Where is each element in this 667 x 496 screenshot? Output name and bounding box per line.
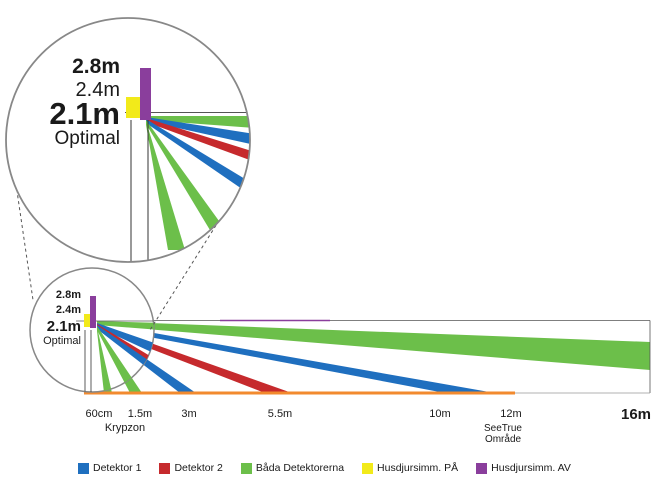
legend-item-pet-off: Husdjursimm. AV <box>476 462 571 474</box>
krypzon-label: Krypzon <box>105 422 145 434</box>
legend-swatch-detector1 <box>78 462 89 474</box>
legend: Detektor 1 Detektor 2 Båda Detektorerna … <box>78 458 658 478</box>
legend-label-pet-on: Husdjursimm. PÅ <box>377 462 459 474</box>
zoom-connector-left <box>7 129 34 301</box>
pet-on-bar-big <box>126 97 140 118</box>
height-2.4m-big: 2.4m <box>76 79 120 101</box>
height-2.4m-small: 2.4m <box>56 304 81 316</box>
legend-item-pet-on: Husdjursimm. PÅ <box>362 462 458 474</box>
height-2.1m-small: 2.1m <box>47 318 81 335</box>
detection-field <box>84 319 651 395</box>
distance-10m: 10m <box>429 408 450 420</box>
legend-swatch-pet-on <box>362 462 374 474</box>
optimal-label-big: Optimal <box>55 128 120 149</box>
legend-item-detector2: Detektor 2 <box>159 462 223 474</box>
legend-label-both: Båda Detektorerna <box>255 462 345 474</box>
height-2.1m-big: 2.1m <box>49 96 120 131</box>
legend-swatch-pet-off <box>476 462 488 474</box>
small-zoom-circle: 2.8m 2.4m 2.1m Optimal <box>29 267 155 393</box>
omrade-label: Område <box>485 433 522 445</box>
pet-on-bar-small <box>84 314 90 327</box>
pet-off-bar-big <box>140 68 151 120</box>
legend-label-detector1: Detektor 1 <box>93 462 142 474</box>
height-2.8m-small: 2.8m <box>56 289 81 301</box>
pet-off-bar-small <box>90 296 96 328</box>
distance-16m: 16m <box>621 406 651 423</box>
distance-12m: 12m <box>500 408 521 420</box>
legend-item-detector1: Detektor 1 <box>78 462 141 474</box>
distance-5.5m: 5.5m <box>268 408 292 420</box>
optimal-label-small: Optimal <box>43 335 81 347</box>
beam-detector1-10m <box>97 323 495 393</box>
distance-1.5m: 1.5m <box>128 408 152 420</box>
distance-labels: 60cm 1.5m Krypzon 3m 5.5m 10m 12m SeeTru… <box>86 406 651 445</box>
legend-swatch-detector2 <box>159 462 171 474</box>
distance-60cm: 60cm <box>86 408 113 420</box>
legend-label-pet-off: Husdjursimm. AV <box>491 462 571 474</box>
distance-3m: 3m <box>181 408 196 420</box>
legend-item-both: Båda Detektorerna <box>240 462 345 474</box>
height-2.8m-big: 2.8m <box>72 55 120 78</box>
legend-label-detector2: Detektor 2 <box>174 462 223 474</box>
seetrue-label: SeeTrue <box>484 423 522 434</box>
legend-swatch-both <box>240 462 252 474</box>
big-zoom-circle: 2.8m 2.4m 2.1m Optimal <box>5 17 251 263</box>
beam-both-far <box>97 321 650 370</box>
